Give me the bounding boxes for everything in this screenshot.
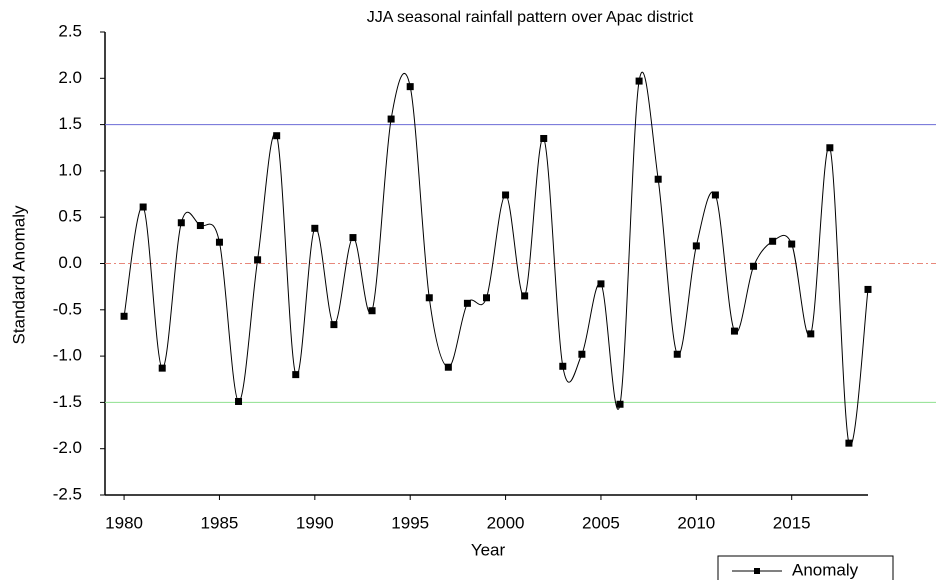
x-tick-label: 2005 [582, 513, 620, 532]
legend-box [717, 555, 894, 580]
data-point [597, 280, 605, 288]
y-tick-label: 2.5 [58, 21, 82, 40]
data-point [788, 240, 796, 248]
y-tick-label: 1.5 [58, 114, 82, 133]
y-tick-label: 2.0 [58, 68, 82, 87]
data-point [578, 350, 586, 358]
data-point [654, 175, 662, 183]
y-tick-label: -0.5 [53, 299, 82, 318]
data-point [177, 219, 185, 227]
data-point [483, 294, 490, 302]
data-point [845, 439, 853, 447]
data-point [444, 363, 452, 371]
y-tick-label: -2.5 [53, 484, 82, 503]
y-tick-label: 0.0 [58, 253, 82, 272]
data-point [292, 371, 300, 379]
data-point [273, 132, 281, 140]
data-point [215, 238, 223, 246]
data-point [540, 134, 548, 142]
series-line [123, 71, 869, 447]
data-point [254, 256, 262, 264]
data-point [406, 83, 414, 91]
data-point [807, 330, 815, 338]
x-tick-label: 1995 [391, 513, 429, 532]
data-point [692, 242, 700, 250]
x-axis-label: Year [471, 540, 506, 559]
data-point [864, 285, 872, 293]
x-tick-label: 1990 [296, 513, 334, 532]
y-axis-label: Standard Anomaly [9, 205, 28, 344]
data-point [826, 144, 834, 152]
data-point [463, 299, 471, 307]
y-tick-label: 1.0 [58, 160, 82, 179]
data-point [139, 203, 147, 211]
legend-marker [754, 568, 760, 574]
data-point [330, 321, 338, 329]
data-point [311, 224, 319, 232]
data-point [616, 400, 624, 408]
y-tick-label: 0.5 [58, 207, 82, 226]
data-point [387, 115, 395, 123]
x-tick-label: 2015 [773, 513, 811, 532]
chart-title: JJA seasonal rainfall pattern over Apac … [367, 9, 694, 26]
data-point [158, 364, 166, 372]
data-point [196, 222, 204, 230]
legend-label: Anomaly [792, 560, 859, 579]
x-tick-label: 2010 [677, 513, 715, 532]
data-point [559, 362, 567, 370]
x-tick-label: 1980 [105, 513, 143, 532]
y-tick-label: -2.0 [53, 438, 82, 457]
data-point [769, 237, 777, 245]
data-point [521, 292, 529, 300]
data-point [120, 312, 128, 320]
data-point [673, 350, 681, 358]
y-tick-label: -1.0 [53, 346, 82, 365]
data-point [730, 327, 738, 335]
data-point [425, 294, 433, 302]
data-point [635, 77, 643, 85]
data-point [235, 397, 243, 405]
data-point [349, 234, 357, 242]
x-tick-label: 1985 [201, 513, 239, 532]
data-point [502, 191, 510, 199]
data-point [750, 262, 758, 270]
x-tick-label: 2000 [487, 513, 525, 532]
y-tick-label: -1.5 [53, 392, 82, 411]
data-point [711, 191, 719, 199]
data-point [368, 307, 376, 315]
